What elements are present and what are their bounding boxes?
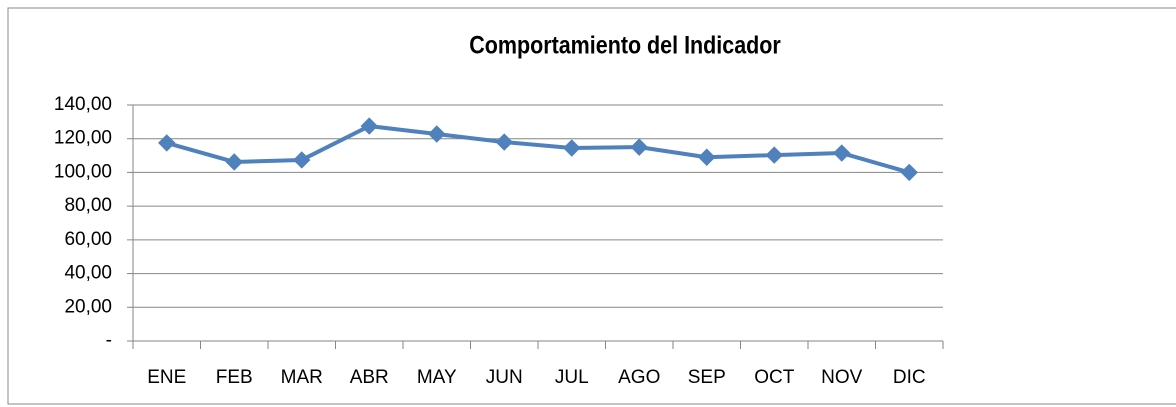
y-tick-label: 120,00 [54,128,112,149]
x-tick-label: ABR [350,367,389,388]
x-tick-label: FEB [216,367,253,388]
y-tick-label: 40,00 [64,263,112,284]
marker [563,139,581,157]
x-tick-label: JUL [555,367,589,388]
x-tick-label: AGO [618,367,660,388]
x-tick-label: SEP [688,367,726,388]
marker [833,144,851,162]
marker [900,163,918,182]
x-tick-label: DIC [893,367,926,388]
x-tick-label: MAY [417,367,457,388]
y-tick-label: 20,00 [64,296,112,317]
y-tick-label: 80,00 [64,195,112,216]
y-tick-label: 140,00 [54,94,112,115]
y-tick-label: 100,00 [54,161,112,182]
marker [495,133,513,151]
chart-title: Comportamiento del Indicador [469,31,781,59]
chart-border [7,7,1176,405]
marker [630,138,648,156]
marker [698,148,716,166]
x-tick-label: OCT [754,367,795,388]
marker [428,125,446,143]
marker [293,151,311,169]
y-tick-label: 60,00 [64,229,112,250]
marker [765,146,783,164]
y-tick-label: - [106,330,112,351]
marker [225,153,243,171]
x-tick-label: JUN [486,367,523,388]
x-tick-label: MAR [281,367,323,388]
marker [360,117,378,135]
x-tick-label: ENE [147,367,186,388]
marker [158,134,176,152]
x-tick-label: NOV [821,367,863,388]
series-line [166,124,910,175]
